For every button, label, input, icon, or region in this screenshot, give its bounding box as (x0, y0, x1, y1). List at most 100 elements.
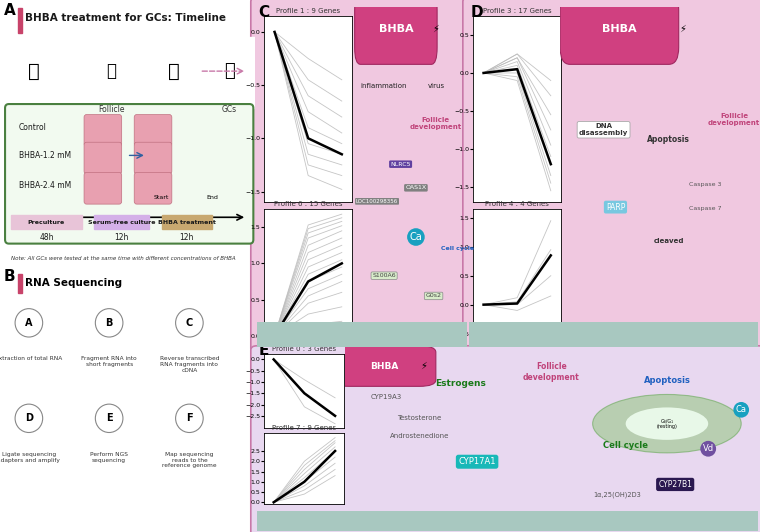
Text: Map sequencing
reads to the
reference genome: Map sequencing reads to the reference ge… (162, 452, 217, 469)
Title: Profile 0 : 3 Genes: Profile 0 : 3 Genes (272, 346, 337, 352)
Text: BHBA: BHBA (370, 362, 398, 371)
Text: 48h: 48h (40, 232, 54, 242)
Text: Note: All GCs were tested at the same time with different concentrations of BHBA: Note: All GCs were tested at the same ti… (11, 256, 236, 261)
Text: Fragment RNA into
short fragments: Fragment RNA into short fragments (81, 356, 137, 367)
Text: inflammation: inflammation (361, 83, 407, 89)
Text: ⚡: ⚡ (420, 361, 427, 371)
Text: Cell cycle: Cell cycle (441, 246, 473, 251)
Bar (4, 37, 255, 108)
Text: ⭕: ⭕ (169, 62, 180, 81)
Text: Androstenedione: Androstenedione (390, 433, 449, 439)
FancyBboxPatch shape (135, 114, 172, 146)
Circle shape (593, 394, 741, 453)
Text: BHBA treatment: BHBA treatment (158, 220, 216, 225)
Text: B: B (106, 318, 112, 328)
Circle shape (15, 404, 43, 433)
Text: Apoptosis: Apoptosis (644, 376, 690, 385)
FancyBboxPatch shape (135, 172, 172, 204)
Text: S100A6: S100A6 (372, 273, 396, 278)
Text: 🫀: 🫀 (106, 62, 116, 80)
Text: BHBA-2.4 mM: BHBA-2.4 mM (19, 181, 71, 190)
Text: NLRC5: NLRC5 (391, 162, 411, 167)
Text: DNA
disassembly: DNA disassembly (579, 123, 629, 136)
Text: PARP: PARP (606, 203, 625, 212)
Text: BHBA: BHBA (602, 24, 637, 34)
Circle shape (176, 404, 203, 433)
Text: ⚡: ⚡ (679, 24, 686, 34)
FancyBboxPatch shape (355, 0, 437, 64)
Circle shape (625, 408, 708, 440)
Text: Cell cycle: Cell cycle (603, 441, 648, 450)
Text: CYP19A3: CYP19A3 (371, 394, 402, 400)
FancyBboxPatch shape (84, 172, 122, 204)
Text: BHBA: BHBA (378, 24, 413, 34)
Title: Profile 7 : 9 Genes: Profile 7 : 9 Genes (272, 425, 337, 431)
Text: GCs: GCs (222, 105, 237, 114)
Text: Preculture: Preculture (28, 220, 65, 225)
Text: Apoptosis: Apoptosis (648, 135, 690, 144)
Text: Follicle
development: Follicle development (410, 117, 462, 129)
Text: OAS1X: OAS1X (405, 185, 426, 190)
Text: Ligate sequencing
adapters and amplify: Ligate sequencing adapters and amplify (0, 452, 60, 463)
Text: Ca: Ca (410, 232, 423, 242)
Text: 🧫: 🧫 (224, 62, 235, 80)
FancyBboxPatch shape (84, 114, 122, 146)
Title: Profile 6 : 15 Genes: Profile 6 : 15 Genes (274, 201, 343, 207)
Text: A: A (4, 3, 15, 18)
Text: E: E (106, 413, 112, 423)
Text: D: D (470, 5, 483, 20)
FancyBboxPatch shape (135, 142, 172, 174)
Text: B: B (4, 269, 15, 284)
Text: virus: virus (427, 83, 445, 89)
Text: 12h: 12h (179, 232, 194, 242)
Circle shape (95, 309, 123, 337)
Text: BHBA-1.2 mM: BHBA-1.2 mM (19, 151, 71, 160)
Text: C: C (185, 318, 193, 328)
Title: Profile 4 : 4 Genes: Profile 4 : 4 Genes (485, 201, 549, 207)
Title: Profile 1 : 9 Genes: Profile 1 : 9 Genes (276, 8, 340, 14)
Text: Follicle
development: Follicle development (523, 362, 580, 382)
Text: Vd: Vd (703, 444, 714, 453)
Text: BHBA treatment for GCs: Timeline: BHBA treatment for GCs: Timeline (25, 13, 226, 23)
Bar (17, 274, 21, 293)
Text: G₀/G₁
(resting): G₀/G₁ (resting) (657, 418, 677, 429)
Text: cleaved: cleaved (654, 238, 684, 244)
Circle shape (176, 309, 203, 337)
Text: C: C (258, 5, 270, 20)
Text: Control: Control (19, 123, 46, 132)
Text: Genes showing a response at BHBA-2.4
mM (HC): Genes showing a response at BHBA-2.4 mM … (513, 325, 714, 344)
Text: F: F (186, 413, 193, 423)
Text: Genes showing a response at BHBA-1.2
mM (LC): Genes showing a response at BHBA-1.2 mM … (262, 325, 463, 344)
Text: E: E (258, 343, 269, 358)
Text: Extraction of total RNA: Extraction of total RNA (0, 356, 62, 361)
Text: D: D (25, 413, 33, 423)
Text: ⚡: ⚡ (432, 24, 439, 34)
Text: Genes showing a similar trend response following BHBA comcentrations (ST): Genes showing a similar trend response f… (296, 516, 720, 526)
Text: Estrogens: Estrogens (435, 379, 486, 388)
FancyBboxPatch shape (5, 104, 253, 244)
Title: Profile 3 : 17 Genes: Profile 3 : 17 Genes (483, 8, 552, 14)
FancyBboxPatch shape (84, 142, 122, 174)
Text: Perform NGS
sequencing: Perform NGS sequencing (90, 452, 128, 463)
Text: Caspase 7: Caspase 7 (689, 205, 721, 211)
Text: LOC100298356: LOC100298356 (356, 199, 398, 204)
Text: End: End (206, 195, 218, 200)
Text: Caspase 3: Caspase 3 (689, 182, 721, 187)
Text: 🐄: 🐄 (28, 62, 40, 81)
FancyBboxPatch shape (333, 346, 435, 386)
Text: A: A (25, 318, 33, 328)
Text: 1α,25(OH)2D3: 1α,25(OH)2D3 (594, 492, 641, 498)
Text: Start: Start (154, 195, 169, 200)
Bar (11, 214, 81, 229)
Text: CYP27B1: CYP27B1 (658, 480, 692, 489)
Circle shape (15, 309, 43, 337)
Text: Testosterone: Testosterone (397, 415, 442, 421)
Text: Reverse transcribed
RNA fragments into
cDNA: Reverse transcribed RNA fragments into c… (160, 356, 219, 373)
Circle shape (95, 404, 123, 433)
Bar (94, 214, 149, 229)
Text: 12h: 12h (115, 232, 129, 242)
Text: Ca: Ca (736, 405, 747, 414)
Text: Follicle
development: Follicle development (708, 113, 760, 126)
Text: G0s2: G0s2 (426, 294, 442, 298)
Text: CYP17A1: CYP17A1 (458, 457, 496, 466)
